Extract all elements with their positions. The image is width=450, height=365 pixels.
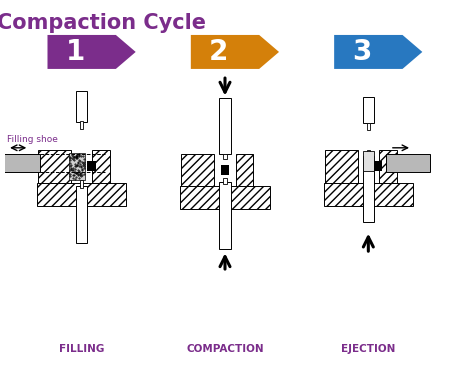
Bar (80, 180, 83, 188)
Text: 2: 2 (209, 38, 228, 66)
Polygon shape (236, 154, 253, 186)
Text: Compaction Cycle: Compaction Cycle (0, 12, 206, 32)
Polygon shape (37, 182, 126, 206)
Text: COMPACTION: COMPACTION (186, 344, 264, 354)
Bar (367, 150, 370, 157)
Text: Filling shoe: Filling shoe (7, 135, 58, 144)
Bar (69, 153, 85, 180)
Polygon shape (181, 154, 214, 186)
Bar (386, 154, 430, 172)
Bar (87, 161, 96, 172)
Polygon shape (324, 150, 358, 182)
Bar (219, 99, 231, 154)
Polygon shape (324, 182, 413, 206)
Text: EJECTION: EJECTION (341, 344, 396, 354)
Bar (219, 182, 231, 249)
Polygon shape (38, 150, 71, 182)
Bar (223, 154, 227, 159)
Text: 1: 1 (65, 38, 85, 66)
Bar (0, 154, 40, 172)
Bar (363, 151, 374, 171)
Bar (76, 91, 87, 122)
Polygon shape (334, 35, 423, 69)
Polygon shape (48, 35, 136, 69)
Polygon shape (379, 150, 396, 182)
Polygon shape (180, 186, 270, 209)
Text: 3: 3 (352, 38, 371, 66)
Text: FILLING: FILLING (59, 344, 104, 354)
Bar (76, 186, 87, 243)
Bar (80, 121, 83, 129)
Bar (363, 97, 374, 123)
Bar (363, 155, 374, 222)
Polygon shape (191, 35, 279, 69)
Bar (374, 161, 382, 172)
Polygon shape (92, 150, 110, 182)
Bar (367, 123, 370, 130)
Bar (220, 165, 230, 175)
Bar (223, 178, 227, 184)
